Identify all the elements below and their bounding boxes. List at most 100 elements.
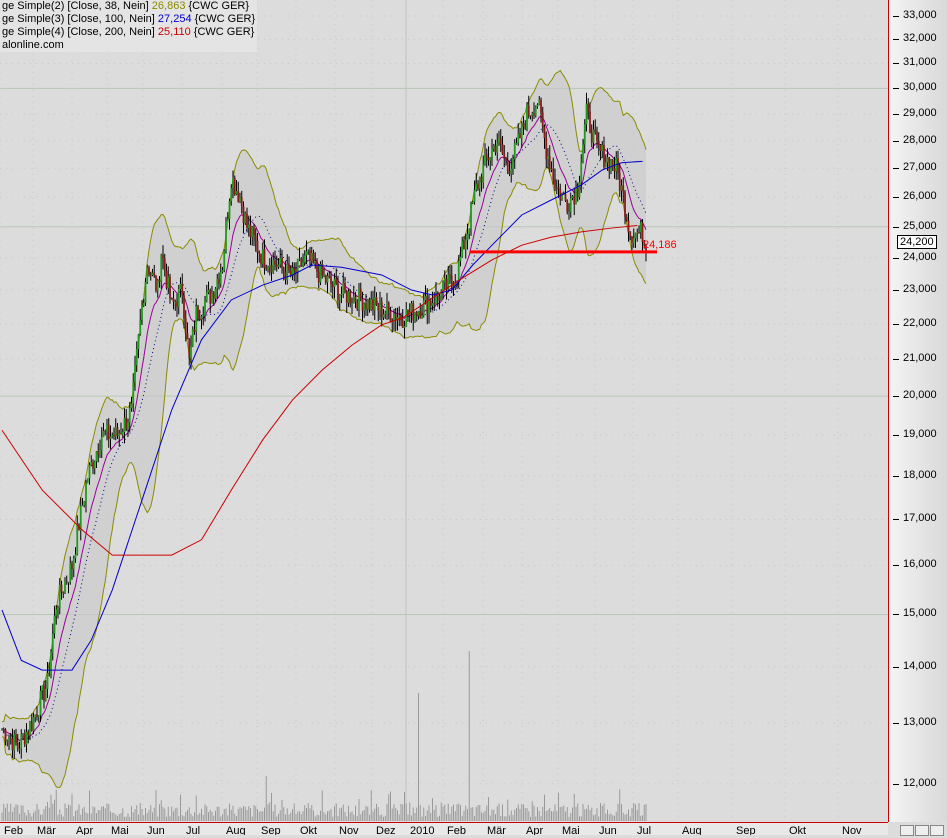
candle-body bbox=[599, 145, 602, 151]
candle-body bbox=[414, 312, 416, 321]
candle-body bbox=[394, 314, 397, 321]
candle-body bbox=[321, 264, 324, 276]
candle-body bbox=[139, 319, 142, 335]
candle-body bbox=[85, 483, 87, 502]
candle-body bbox=[1, 729, 3, 731]
bollinger-band bbox=[2, 70, 646, 788]
candle-body bbox=[578, 182, 581, 198]
legend: ge Simple(2) [Close, 38, Nein] 26,863 {C… bbox=[0, 0, 258, 52]
y-tick bbox=[893, 323, 899, 325]
candle-body bbox=[191, 329, 194, 347]
y-tick bbox=[893, 359, 899, 361]
candle-body bbox=[214, 288, 217, 299]
x-tick-label: Nov bbox=[842, 825, 862, 835]
candle-body bbox=[127, 422, 129, 429]
candle-body bbox=[235, 191, 238, 195]
candle-body bbox=[141, 305, 143, 320]
candle-body bbox=[167, 276, 170, 288]
candle-body bbox=[4, 729, 7, 742]
candle-body bbox=[601, 145, 604, 151]
y-tick-label: 26,000 bbox=[903, 189, 937, 202]
candle-body bbox=[270, 265, 273, 273]
y-tick bbox=[893, 88, 899, 90]
zoom-buttons bbox=[900, 825, 945, 838]
candle-body bbox=[636, 232, 639, 234]
candle-body bbox=[193, 329, 196, 332]
date-axis[interactable]: Feb Mär Apr Mai Jun Jul Aug Sep Okt Nov Dez 2010 Feb… bbox=[0, 822, 888, 835]
candle-body bbox=[282, 267, 285, 272]
candle-body bbox=[576, 187, 579, 198]
candle-body bbox=[387, 302, 390, 311]
candle-body bbox=[613, 167, 616, 172]
candle-body bbox=[429, 300, 432, 306]
candle-body bbox=[153, 272, 156, 276]
candle-body bbox=[359, 288, 362, 300]
candle-body bbox=[422, 300, 425, 316]
candle-body bbox=[188, 339, 191, 359]
candle-body bbox=[452, 282, 455, 288]
candle-body bbox=[284, 271, 287, 280]
candle-body bbox=[645, 245, 647, 252]
zoom-out-button[interactable] bbox=[900, 825, 914, 836]
candle-body bbox=[519, 133, 521, 139]
candle-body bbox=[583, 124, 586, 145]
x-tick-label: 2010 bbox=[410, 825, 435, 835]
candle-body bbox=[426, 296, 429, 314]
candle-body bbox=[632, 238, 635, 243]
candle-body bbox=[372, 299, 374, 310]
candle-body bbox=[197, 305, 199, 319]
y-tick-label: 21,000 bbox=[903, 352, 937, 365]
candle-body bbox=[443, 278, 446, 283]
candle-body bbox=[274, 260, 276, 265]
zoom-reset-button[interactable] bbox=[930, 825, 944, 836]
candle-body bbox=[39, 690, 42, 716]
candle-body bbox=[569, 198, 572, 212]
candle-body bbox=[324, 274, 327, 283]
candle-body bbox=[114, 427, 117, 437]
candle-body bbox=[116, 427, 119, 437]
candle-body bbox=[499, 137, 502, 145]
legend-ma100: ge Simple(3) [Close, 100, Nein] 27,254 {… bbox=[2, 13, 256, 25]
candle-body bbox=[604, 162, 607, 168]
candle-body bbox=[109, 436, 112, 440]
price-axis[interactable]: 12,000 13,000 14,000 15,000 16,000 17,000 18,0… bbox=[888, 0, 947, 822]
candle-body bbox=[393, 314, 395, 322]
candle-body bbox=[44, 688, 47, 701]
candle-body bbox=[412, 303, 415, 321]
candle-body bbox=[312, 252, 315, 264]
candle-body bbox=[620, 185, 623, 191]
candle-body bbox=[25, 731, 28, 745]
y-tick-label: 20,000 bbox=[903, 389, 937, 402]
y-tick-label: 33,000 bbox=[903, 9, 937, 21]
bollinger-lower bbox=[1, 166, 647, 788]
y-tick bbox=[893, 565, 899, 567]
y-tick bbox=[893, 226, 899, 228]
candle-body bbox=[275, 264, 278, 267]
candle-body bbox=[631, 236, 633, 243]
candle-body bbox=[286, 263, 289, 280]
candle-body bbox=[202, 315, 205, 317]
zoom-in-button[interactable] bbox=[915, 825, 929, 836]
price-chart[interactable]: 24,186 bbox=[0, 0, 888, 822]
candle-body bbox=[142, 303, 145, 306]
candle-body bbox=[113, 435, 115, 437]
candle-body bbox=[379, 301, 381, 311]
candle-body bbox=[62, 592, 65, 594]
x-tick-label: Jul bbox=[186, 825, 201, 835]
candle-body bbox=[277, 264, 280, 267]
candle-body bbox=[233, 177, 236, 195]
y-tick-label: 14,000 bbox=[903, 659, 937, 672]
candle-body bbox=[568, 211, 570, 213]
candle-body bbox=[531, 113, 534, 116]
candle-body bbox=[281, 257, 283, 268]
y-tick bbox=[893, 783, 899, 785]
candle-body bbox=[547, 156, 549, 160]
candle-body bbox=[485, 154, 488, 158]
candle-body bbox=[156, 279, 159, 291]
candle-body bbox=[580, 162, 583, 183]
candle-body bbox=[43, 685, 45, 701]
candle-body bbox=[449, 274, 451, 276]
ma100-line bbox=[1, 160, 643, 671]
candle-body bbox=[489, 157, 492, 161]
